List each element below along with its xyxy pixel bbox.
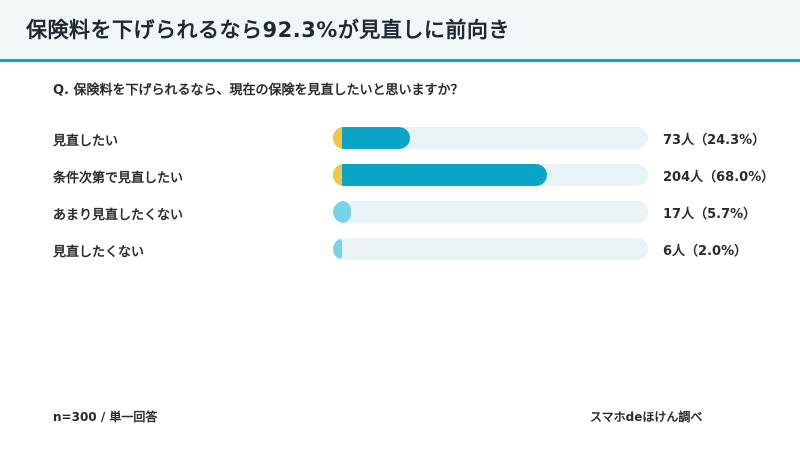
category-label: 見直したくない	[53, 245, 145, 260]
source-note: スマホdeほけん調べ	[590, 410, 703, 424]
header-bar: 保険料を下げられるなら92.3%が見直しに前向き	[0, 0, 800, 62]
bar-track	[333, 164, 648, 186]
category-label: 条件次第で見直したい	[53, 171, 184, 186]
bar-accent	[333, 164, 342, 186]
category-label: あまり見直したくない	[53, 208, 184, 223]
question-text: Q. 保険料を下げられるなら、現在の保険を見直したいと思いますか？	[53, 83, 464, 98]
value-label: 6人（2.0%）	[663, 244, 748, 259]
bar-track	[333, 127, 648, 149]
category-label: 見直したい	[53, 134, 119, 149]
bar-track	[333, 238, 648, 260]
bar	[333, 201, 351, 223]
bar-accent	[333, 127, 342, 149]
sample-note: n=300 / 単一回答	[53, 410, 158, 424]
value-label: 204人（68.0%）	[663, 170, 775, 185]
page-title: 保険料を下げられるなら92.3%が見直しに前向き	[26, 18, 510, 42]
bar	[333, 127, 410, 149]
bar	[333, 164, 548, 186]
bar	[333, 238, 342, 260]
value-label: 73人（24.3%）	[663, 133, 766, 148]
value-label: 17人（5.7%）	[663, 207, 757, 222]
bar-track	[333, 201, 648, 223]
